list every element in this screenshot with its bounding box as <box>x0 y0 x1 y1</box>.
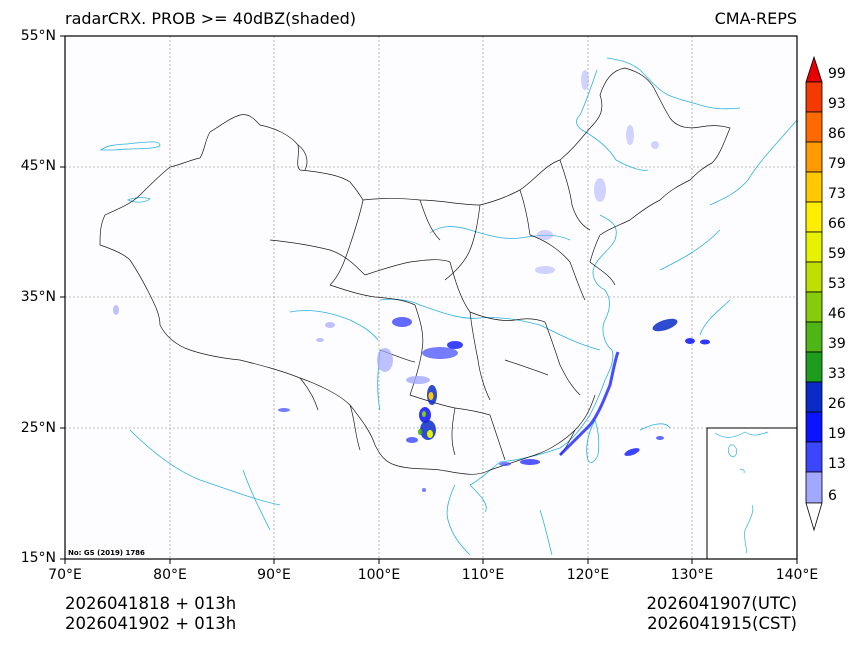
x-tick-130e: 130°E <box>670 567 714 583</box>
colorbar-label: 86 <box>828 126 846 142</box>
y-tick-25n: 25°N <box>20 420 56 436</box>
colorbar-label: 99 <box>828 66 846 82</box>
y-tick-15n: 15°N <box>20 550 56 566</box>
y-tick-45n: 45°N <box>20 158 56 174</box>
y-tick-55n: 55°N <box>20 28 56 44</box>
colorbar-label: 73 <box>828 186 846 202</box>
inset-frame <box>706 427 798 560</box>
colorbar-max-arrow <box>805 55 823 83</box>
colorbar-label: 13 <box>828 456 846 472</box>
map-approval-stamp: No: GS (2019) 1786 <box>68 549 145 557</box>
valid-time-utc: 2026041907(UTC) <box>646 594 797 613</box>
colorbar-label: 19 <box>828 426 846 442</box>
colorbar-label: 53 <box>828 276 846 292</box>
coastlines <box>99 57 798 556</box>
chart-title: radarCRX. PROB >= 40dBZ(shaded) <box>65 9 357 28</box>
colorbar-label: 59 <box>828 246 846 262</box>
valid-time-cst: 2026041915(CST) <box>647 614 797 633</box>
colorbar-label: 26 <box>828 396 846 412</box>
init-time-utc: 2026041818 + 013h <box>65 594 237 613</box>
x-tick-120e: 120°E <box>566 567 610 583</box>
x-tick-100e: 100°E <box>357 567 401 583</box>
model-name: CMA-REPS <box>714 9 797 28</box>
probability-shading <box>113 70 710 492</box>
x-tick-90e: 90°E <box>257 567 291 583</box>
colorbar-label: 79 <box>828 156 846 172</box>
x-tick-70e: 70°E <box>48 567 82 583</box>
colorbar-label: 46 <box>828 306 846 322</box>
colorbar-min-arrow <box>805 502 823 532</box>
colorbar <box>805 55 823 532</box>
colorbar-label: 33 <box>828 366 846 382</box>
colorbar-label: 39 <box>828 336 846 352</box>
init-time-cst: 2026041902 + 013h <box>65 614 237 633</box>
colorbar-label: 93 <box>828 96 846 112</box>
x-tick-80e: 80°E <box>153 567 187 583</box>
x-tick-110e: 110°E <box>461 567 505 583</box>
colorbar-label: 66 <box>828 216 846 232</box>
x-tick-140e: 140°E <box>775 567 819 583</box>
y-tick-35n: 35°N <box>20 289 56 305</box>
colorbar-label: 6 <box>828 488 837 504</box>
